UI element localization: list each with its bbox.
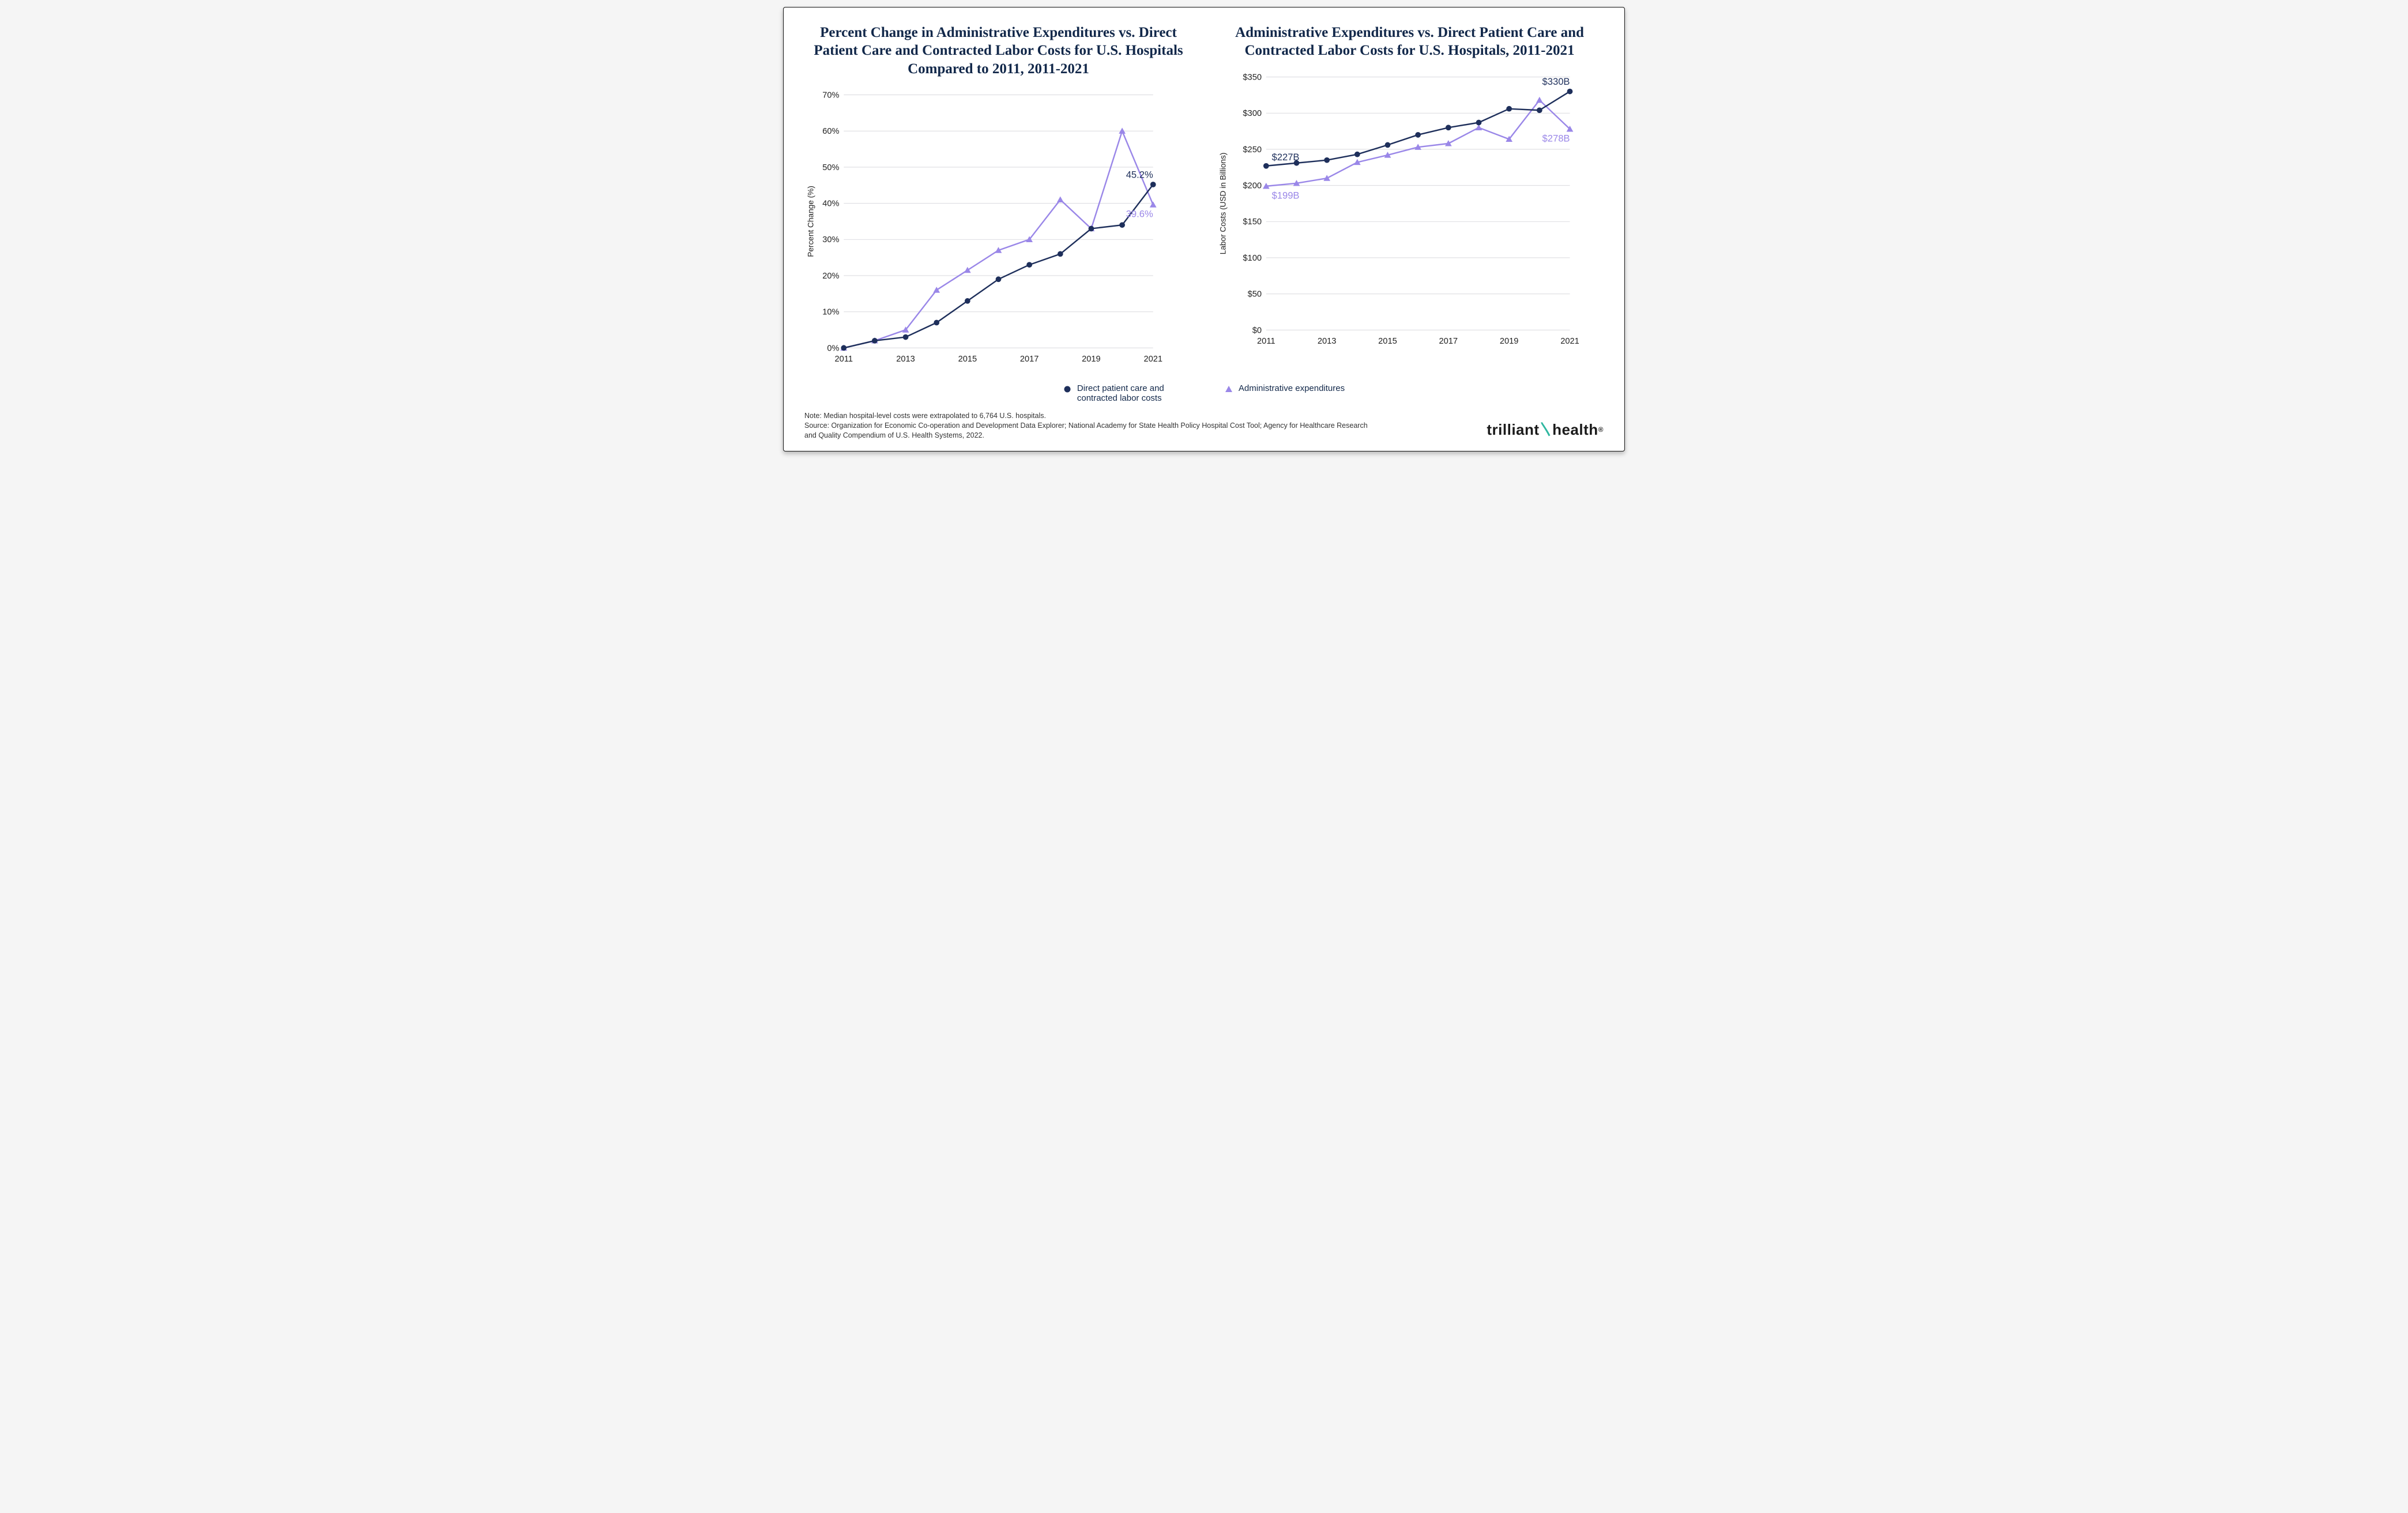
brand-logo: trilliant〵health® — [1487, 419, 1604, 441]
svg-text:2021: 2021 — [1143, 355, 1162, 364]
svg-text:Labor Costs (USD in Billions): Labor Costs (USD in Billions) — [1219, 152, 1228, 254]
svg-text:Percent Change (%): Percent Change (%) — [807, 186, 815, 257]
right-chart-title: Administrative Expenditures vs. Direct P… — [1216, 24, 1604, 60]
svg-text:2017: 2017 — [1439, 336, 1458, 345]
svg-text:2017: 2017 — [1020, 355, 1039, 364]
svg-text:45.2%: 45.2% — [1126, 169, 1153, 180]
footnotes: Note: Median hospital-level costs were e… — [804, 411, 1381, 441]
svg-text:2015: 2015 — [1378, 336, 1397, 345]
brand-part1: trilliant — [1487, 421, 1539, 439]
left-chart-title: Percent Change in Administrative Expendi… — [804, 24, 1192, 78]
svg-text:30%: 30% — [822, 235, 839, 244]
right-chart: $0 $50 $100 $150 $200 $250 $300 $350 2011 2013 201… — [1216, 66, 1604, 361]
triangle-icon — [1225, 385, 1233, 393]
legend-item-direct: Direct patient care and contracted labor… — [1063, 383, 1196, 403]
svg-text:0%: 0% — [827, 344, 839, 353]
svg-text:2019: 2019 — [1082, 355, 1101, 364]
left-chart-column: Percent Change in Administrative Expendi… — [804, 24, 1192, 379]
svg-text:50%: 50% — [822, 163, 839, 172]
svg-text:10%: 10% — [822, 307, 839, 317]
brand-accent-icon: 〵 — [1538, 417, 1554, 440]
charts-row: Percent Change in Administrative Expendi… — [804, 24, 1604, 379]
svg-text:39.6%: 39.6% — [1126, 208, 1153, 219]
svg-text:2013: 2013 — [1318, 336, 1337, 345]
legend-label-direct: Direct patient care and contracted labor… — [1077, 383, 1196, 403]
svg-text:$100: $100 — [1243, 253, 1262, 262]
legend-item-admin: Administrative expenditures — [1225, 383, 1345, 403]
svg-text:$50: $50 — [1248, 289, 1262, 299]
svg-text:2019: 2019 — [1500, 336, 1519, 345]
svg-text:$300: $300 — [1243, 109, 1262, 118]
brand-suffix: ® — [1598, 426, 1604, 434]
svg-text:$150: $150 — [1243, 217, 1262, 227]
footnote-note: Note: Median hospital-level costs were e… — [804, 411, 1381, 421]
left-chart: 0% 10% 20% 30% 40% 50% 60% 70% 2011 2013 2015 2017 2… — [804, 84, 1192, 379]
svg-text:2011: 2011 — [835, 355, 853, 364]
svg-text:40%: 40% — [822, 199, 839, 208]
svg-text:2015: 2015 — [958, 355, 977, 364]
footnote-source: Source: Organization for Economic Co-ope… — [804, 421, 1381, 441]
svg-text:70%: 70% — [822, 91, 839, 100]
circle-icon — [1063, 385, 1071, 393]
brand-part2: health — [1552, 421, 1598, 439]
svg-text:2021: 2021 — [1560, 336, 1579, 345]
legend: Direct patient care and contracted labor… — [804, 383, 1604, 403]
svg-text:$227B: $227B — [1272, 151, 1300, 162]
svg-text:2013: 2013 — [896, 355, 915, 364]
figure-card: Percent Change in Administrative Expendi… — [783, 7, 1625, 451]
footer-row: Note: Median hospital-level costs were e… — [804, 411, 1604, 441]
svg-text:$250: $250 — [1243, 145, 1262, 154]
svg-text:$0: $0 — [1252, 326, 1262, 335]
svg-text:60%: 60% — [822, 127, 839, 136]
right-chart-column: Administrative Expenditures vs. Direct P… — [1216, 24, 1604, 379]
svg-text:$199B: $199B — [1272, 190, 1300, 201]
svg-text:20%: 20% — [822, 272, 839, 281]
svg-text:$200: $200 — [1243, 181, 1262, 190]
svg-text:$330B: $330B — [1542, 76, 1570, 86]
legend-label-admin: Administrative expenditures — [1239, 383, 1345, 393]
svg-text:$350: $350 — [1243, 73, 1262, 82]
svg-text:$278B: $278B — [1542, 133, 1570, 144]
svg-text:2011: 2011 — [1257, 336, 1275, 345]
